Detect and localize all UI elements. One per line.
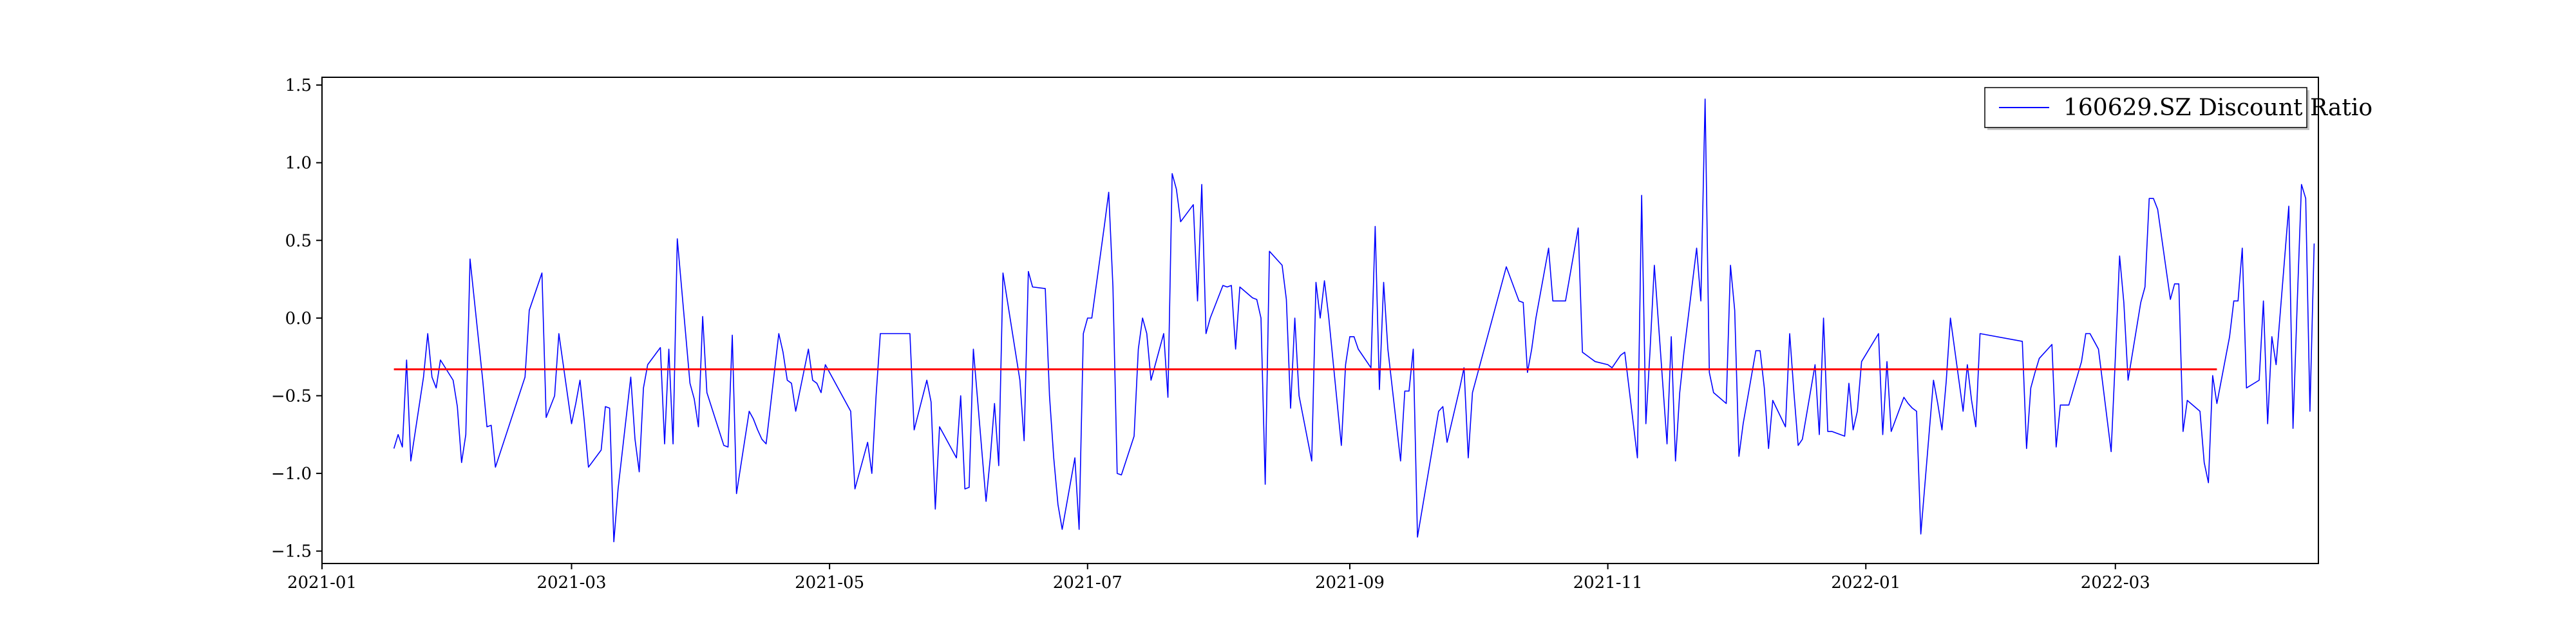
y-tick-label-4: 0.5 <box>285 231 312 251</box>
plot-area <box>393 98 2315 543</box>
plot-frame <box>321 77 2319 564</box>
x-tick-label-3: 2021-07 <box>1053 573 1122 592</box>
x-tick-label-2: 2021-05 <box>795 573 864 592</box>
x-tick-label-4: 2021-09 <box>1315 573 1385 592</box>
legend-label-0: 160629.SZ Discount Ratio <box>2063 95 2372 121</box>
x-tick-label-6: 2022-01 <box>1831 573 1900 592</box>
y-tick-label-3: 0.0 <box>285 309 312 328</box>
y-tick-label-0: −1.5 <box>271 542 312 562</box>
x-tick-label-1: 2021-03 <box>536 573 606 592</box>
x-tick-label-0: 2021-01 <box>287 573 357 592</box>
legend: 160629.SZ Discount Ratio <box>1984 87 2372 130</box>
y-tick-label-5: 1.0 <box>285 154 312 173</box>
x-tick-label-7: 2022-03 <box>2081 573 2150 592</box>
axes: 2021-01 2021-03 2021-05 2021-07 2021-09 2021-… <box>271 76 2319 592</box>
y-tick-label-2: −0.5 <box>271 386 312 406</box>
y-tick-label-6: 1.5 <box>285 76 312 95</box>
x-tick-label-5: 2021-11 <box>1573 573 1643 592</box>
y-tick-label-1: −1.0 <box>271 464 312 484</box>
series-line-discount-ratio <box>393 98 2315 543</box>
